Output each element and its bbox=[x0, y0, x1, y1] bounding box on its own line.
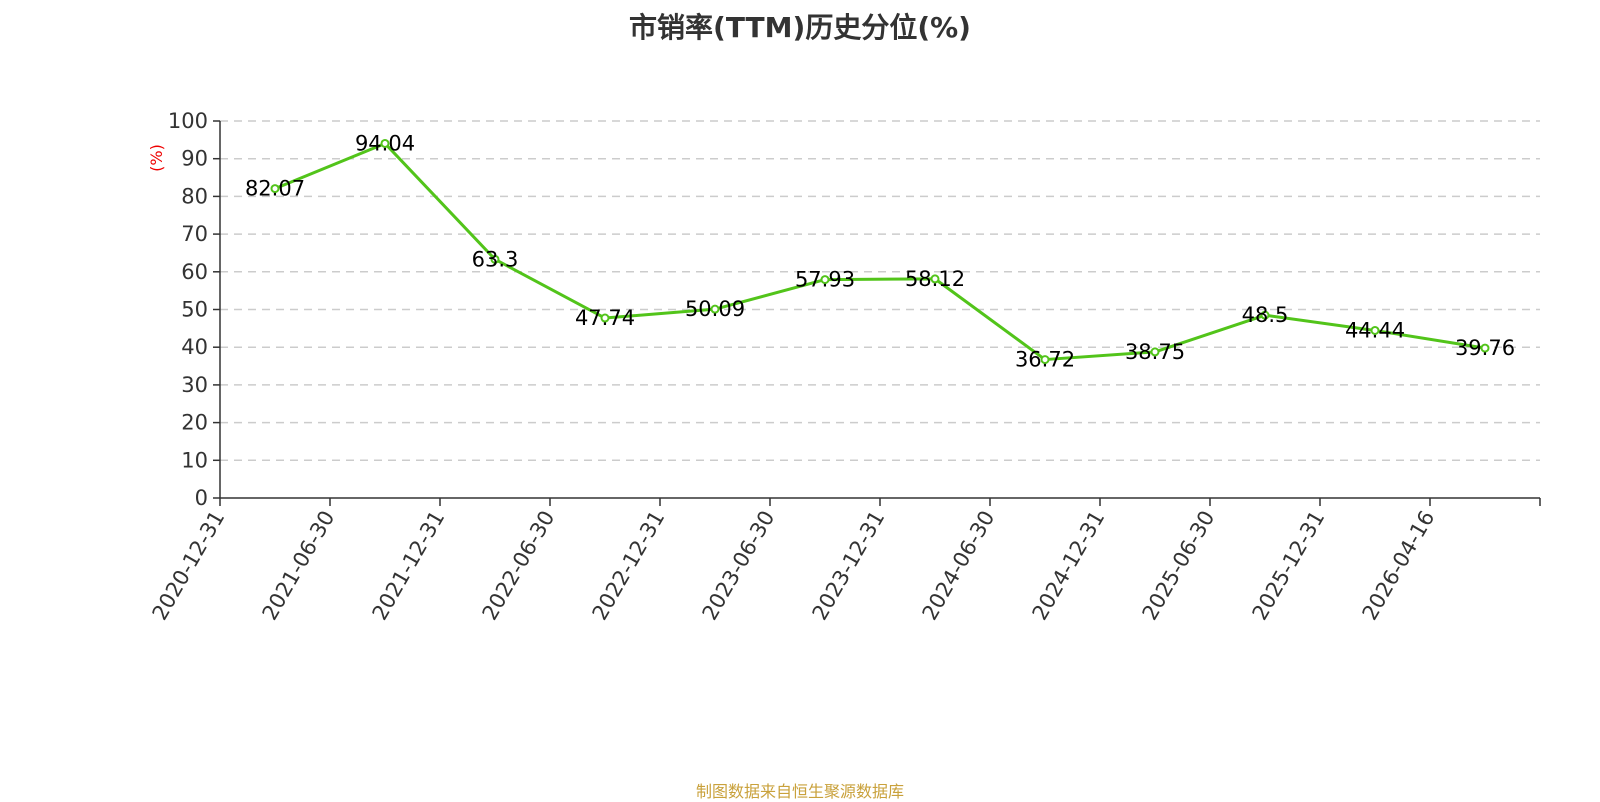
data-point bbox=[600, 313, 610, 323]
data-point bbox=[270, 184, 280, 194]
x-tick-label: 2025-12-31 bbox=[1248, 507, 1330, 625]
data-label: 44.44 bbox=[1345, 318, 1405, 342]
data-point bbox=[930, 274, 940, 284]
data-point bbox=[710, 304, 720, 314]
x-tick-label: 2023-12-31 bbox=[808, 507, 890, 625]
data-label: 94.04 bbox=[355, 131, 415, 155]
axes: 0 10 20 30 40 50 60 70 80 90 100 2020-12-31 2021-06-… bbox=[148, 109, 1541, 625]
series-line bbox=[274, 141, 1486, 362]
y-axis-unit-label: (%) bbox=[147, 144, 166, 172]
data-labels: 82.07 94.04 63.3 47.74 50.09 57.93 58.12 36.72 3… bbox=[245, 131, 1515, 371]
data-point bbox=[1040, 355, 1050, 365]
x-tick-label: 2021-06-30 bbox=[258, 507, 340, 625]
y-tick-label: 40 bbox=[181, 335, 208, 359]
y-tick-label: 100 bbox=[168, 109, 208, 133]
data-point bbox=[820, 275, 830, 285]
y-tick-label: 0 bbox=[195, 486, 208, 510]
chart-title: 市销率(TTM)历史分位(%) bbox=[629, 11, 971, 44]
x-tick-label: 2021-12-31 bbox=[368, 507, 450, 625]
source-note: 制图数据来自恒生聚源数据库 bbox=[695, 782, 904, 801]
y-tick-label: 20 bbox=[181, 411, 208, 435]
data-point bbox=[380, 138, 390, 148]
y-tick-label: 60 bbox=[181, 260, 208, 284]
x-tick-label: 2026-04-16 bbox=[1358, 507, 1440, 625]
series bbox=[270, 138, 1490, 365]
x-tick-label: 2023-06-30 bbox=[698, 507, 780, 625]
data-label: 82.07 bbox=[245, 177, 305, 201]
data-point bbox=[1480, 343, 1490, 353]
x-tick-label: 2022-12-31 bbox=[588, 507, 670, 625]
y-tick-label: 80 bbox=[181, 184, 208, 208]
x-tick-label: 2022-06-30 bbox=[478, 507, 560, 625]
grid-lines bbox=[220, 120, 1540, 462]
x-tick-label: 2024-12-31 bbox=[1028, 507, 1110, 625]
data-point bbox=[1260, 310, 1270, 320]
y-tick-label: 50 bbox=[181, 298, 208, 322]
data-label: 50.09 bbox=[685, 297, 745, 321]
data-label: 57.93 bbox=[795, 268, 855, 292]
data-label: 58.12 bbox=[905, 267, 965, 291]
y-tick-label: 70 bbox=[181, 222, 208, 246]
y-tick-label: 30 bbox=[181, 373, 208, 397]
data-label: 47.74 bbox=[575, 306, 635, 330]
data-label: 36.72 bbox=[1015, 348, 1075, 372]
x-tick-label: 2020-12-31 bbox=[148, 507, 230, 625]
data-point bbox=[490, 254, 500, 264]
x-tick-label: 2024-06-30 bbox=[918, 507, 1000, 625]
data-point bbox=[1370, 325, 1380, 335]
x-tick-label: 2025-06-30 bbox=[1138, 507, 1220, 625]
data-label: 63.3 bbox=[472, 247, 519, 271]
y-tick-label: 90 bbox=[181, 147, 208, 171]
data-label: 38.75 bbox=[1125, 340, 1185, 364]
data-label: 48.5 bbox=[1242, 303, 1289, 327]
data-label: 39.76 bbox=[1455, 336, 1515, 360]
y-tick-label: 10 bbox=[181, 448, 208, 472]
data-point bbox=[1150, 347, 1160, 357]
